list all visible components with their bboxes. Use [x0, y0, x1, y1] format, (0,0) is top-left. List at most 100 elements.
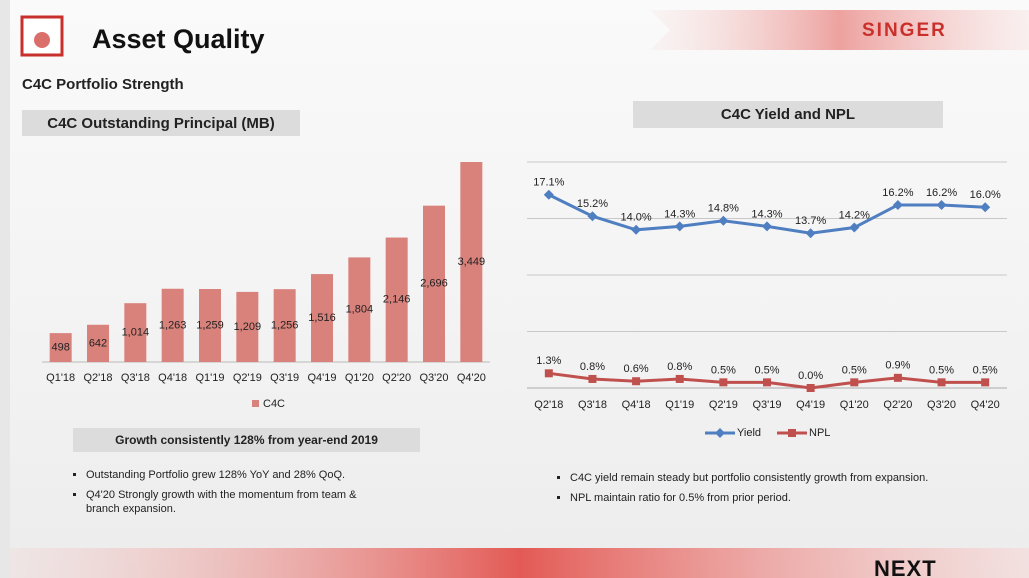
bar	[385, 237, 408, 362]
marker	[544, 369, 553, 378]
data-label: 1,259	[196, 319, 224, 331]
data-label: 17.1%	[533, 177, 564, 189]
highlight: Growth consistently 128% from year-end 2…	[73, 428, 420, 452]
data-label: 14.2%	[839, 209, 870, 221]
marker	[588, 374, 597, 383]
footer-band	[10, 548, 1029, 578]
data-label: 0.5%	[842, 364, 867, 376]
data-label: 1,209	[234, 321, 262, 333]
x-tick-label: Q2'20	[883, 399, 912, 411]
x-tick-label: Q2'18	[534, 399, 563, 411]
chart-title: C4C Yield and NPL	[633, 101, 943, 128]
marker	[981, 378, 990, 387]
marker	[805, 228, 816, 239]
data-label: 0.5%	[754, 364, 779, 376]
data-label: 15.2%	[577, 198, 608, 210]
footer-logo: NEXT	[874, 556, 937, 578]
legend-label: Yield	[737, 427, 761, 439]
marker	[675, 374, 684, 383]
data-label: 0.5%	[711, 364, 736, 376]
bullet: Q4'20 Strongly growth with the momentum …	[86, 488, 392, 516]
marker	[937, 378, 946, 387]
data-label: 0.6%	[624, 363, 649, 375]
x-tick-label: Q4'19	[796, 399, 825, 411]
x-tick-label: Q4'18	[158, 372, 187, 384]
data-label: 0.0%	[798, 370, 823, 382]
x-tick-label: Q2'19	[709, 399, 738, 411]
marker	[674, 221, 685, 232]
data-label: 0.8%	[667, 361, 692, 373]
marker	[849, 222, 860, 233]
data-label: 0.5%	[929, 364, 954, 376]
x-tick-label: Q4'18	[622, 399, 651, 411]
marker	[762, 221, 772, 232]
x-tick-label: Q1'19	[195, 372, 224, 384]
x-tick-label: Q1'20	[345, 372, 374, 384]
bullet: C4C yield remain steady but portfolio co…	[570, 471, 976, 485]
x-tick-label: Q2'20	[382, 372, 411, 384]
data-label: 642	[89, 337, 107, 349]
x-tick-label: Q4'20	[457, 372, 486, 384]
chart-title: C4C Outstanding Principal (MB)	[22, 110, 300, 136]
legend-swatch	[252, 400, 259, 407]
x-tick-label: Q3'19	[270, 372, 299, 384]
x-tick-label: Q1'19	[665, 399, 694, 411]
data-label: 0.9%	[885, 360, 910, 372]
x-tick-label: Q3'20	[927, 399, 956, 411]
legend-marker	[788, 429, 796, 437]
bar	[87, 324, 109, 362]
bar	[348, 257, 371, 362]
x-tick-label: Q3'18	[578, 399, 607, 411]
x-tick-label: Q2'18	[83, 372, 112, 384]
legend-label: C4C	[263, 398, 285, 410]
data-label: 1,256	[271, 319, 299, 331]
bar	[273, 289, 296, 362]
data-label: 14.3%	[664, 208, 695, 220]
bullet: Outstanding Portfolio grew 128% YoY and …	[86, 468, 392, 482]
subtitle: C4C Portfolio Strength	[22, 76, 184, 93]
x-tick-label: Q3'19	[752, 399, 781, 411]
marker	[936, 199, 947, 210]
x-tick-label: Q2'19	[233, 372, 262, 384]
bar	[161, 288, 184, 362]
bar	[49, 333, 72, 362]
data-label: 3,449	[458, 256, 486, 268]
data-label: 1,263	[159, 319, 187, 331]
data-label: 1,804	[346, 304, 374, 316]
data-label: 14.8%	[708, 203, 739, 215]
marker	[893, 373, 902, 382]
x-tick-label: Q4'20	[971, 399, 1000, 411]
x-tick-label: Q1'20	[840, 399, 869, 411]
data-label: 13.7%	[795, 215, 826, 227]
data-label: 1,014	[122, 327, 150, 339]
left-edge	[0, 0, 10, 578]
data-label: 1.3%	[536, 355, 561, 367]
marker	[763, 378, 771, 387]
x-tick-label: Q1'18	[46, 372, 75, 384]
marker	[980, 202, 991, 213]
marker	[718, 215, 729, 226]
marker	[543, 189, 554, 200]
bar	[460, 162, 483, 362]
data-label: 16.2%	[882, 187, 913, 199]
x-tick-label: Q3'18	[121, 372, 150, 384]
data-label: 2,696	[420, 278, 448, 290]
page-title: Asset Quality	[92, 24, 265, 54]
marker	[806, 384, 815, 392]
data-label: 0.5%	[973, 364, 998, 376]
left-notes: Outstanding Portfolio grew 128% YoY and …	[72, 468, 392, 522]
data-label: 14.0%	[620, 212, 651, 224]
data-label: 498	[51, 341, 69, 353]
bar	[423, 205, 445, 362]
brand-logo: SINGER	[862, 20, 947, 41]
data-label: 2,146	[383, 294, 411, 306]
marker	[850, 378, 859, 387]
data-label: 16.0%	[970, 189, 1001, 201]
data-label: 14.3%	[751, 208, 782, 220]
marker	[892, 199, 903, 210]
header-stripe	[650, 10, 1029, 50]
marker	[587, 211, 598, 222]
legend-label: NPL	[809, 427, 830, 439]
